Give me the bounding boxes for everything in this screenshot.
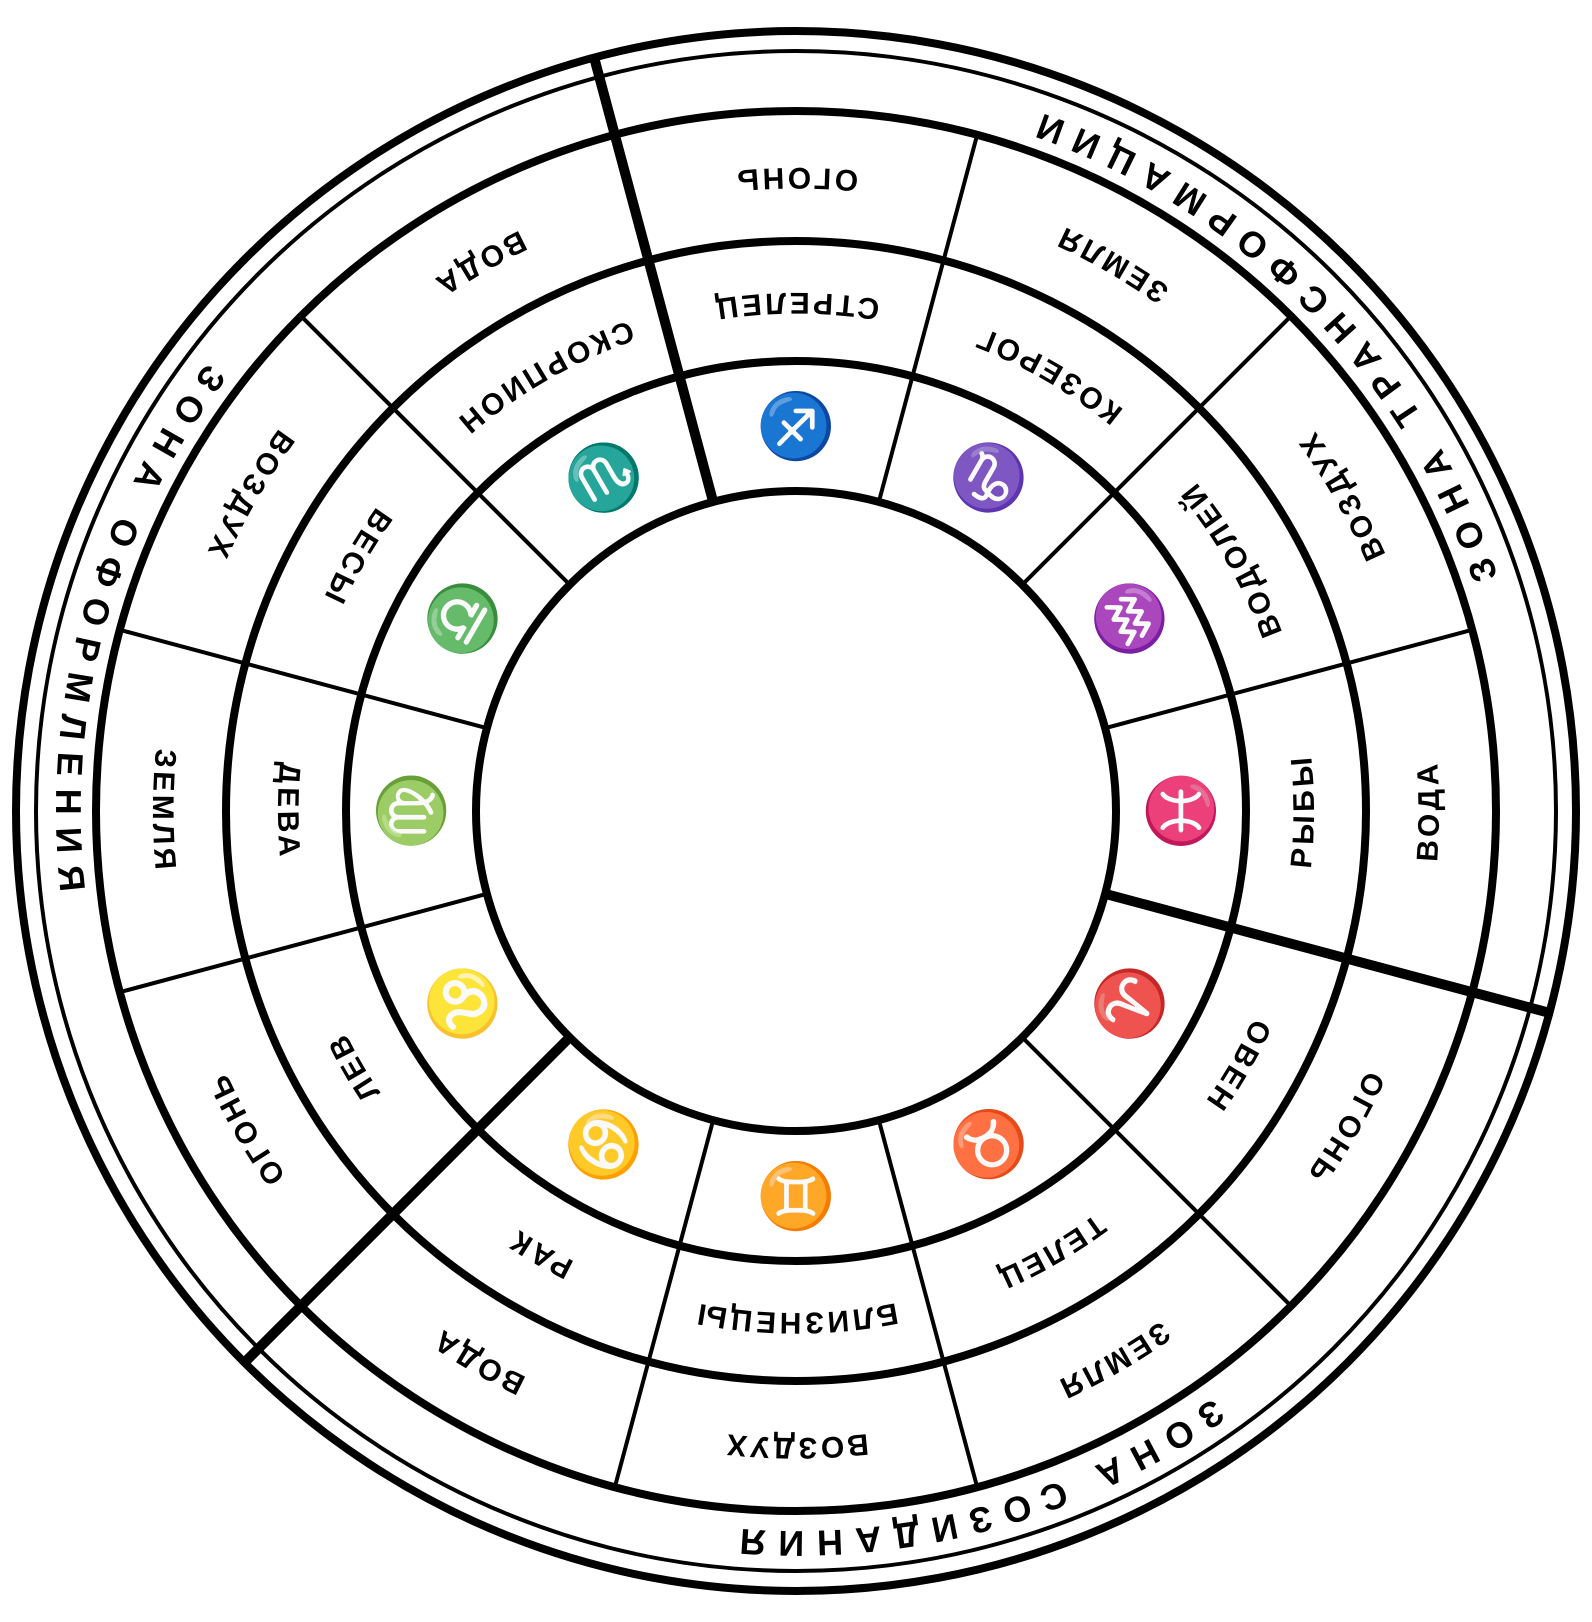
- zodiac-glyph: ♊: [756, 1160, 836, 1232]
- element-label: ВОДА: [1411, 759, 1446, 862]
- sign-name-label: РЫБЫ: [1285, 753, 1321, 870]
- zodiac-glyph: ♍: [375, 771, 447, 851]
- element-label: ЗЕМЛЯ: [146, 748, 182, 875]
- element-label: ВОЗДУХ: [722, 1427, 870, 1464]
- element-label: ОГОНЬ: [733, 161, 860, 197]
- zodiac-wheel: ЗОНА ТРАНСФОРМАЦИИЗОНА ОФОРМЛЕНИЯЗОНА СО…: [0, 0, 1592, 1622]
- zodiac-glyph: ♓: [1145, 771, 1217, 851]
- zodiac-glyph: ♐: [756, 390, 836, 462]
